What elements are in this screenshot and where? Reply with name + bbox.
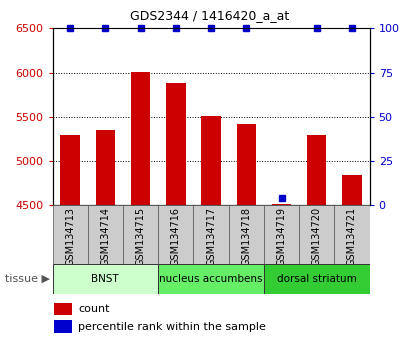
Text: percentile rank within the sample: percentile rank within the sample: [78, 322, 266, 332]
Bar: [299, 205, 334, 264]
Bar: [264, 264, 370, 294]
Bar: [158, 205, 194, 264]
Text: GSM134717: GSM134717: [206, 207, 216, 266]
Text: dorsal striatum: dorsal striatum: [277, 274, 357, 284]
Bar: [52, 205, 88, 264]
Bar: [123, 205, 158, 264]
Text: BNST: BNST: [92, 274, 119, 284]
Bar: [166, 83, 186, 205]
Text: GSM134713: GSM134713: [65, 207, 75, 266]
Bar: [54, 320, 72, 333]
Bar: [307, 136, 326, 205]
Text: GSM134715: GSM134715: [136, 207, 146, 266]
Text: GSM134720: GSM134720: [312, 207, 322, 266]
Bar: [342, 175, 362, 205]
Text: GSM134719: GSM134719: [276, 207, 286, 266]
Bar: [131, 72, 150, 205]
Bar: [88, 205, 123, 264]
Text: GSM134716: GSM134716: [171, 207, 181, 266]
Text: nucleus accumbens: nucleus accumbens: [159, 274, 263, 284]
Bar: [96, 130, 115, 205]
Text: GSM134714: GSM134714: [100, 207, 110, 266]
Text: count: count: [78, 304, 110, 314]
Text: GSM134718: GSM134718: [241, 207, 251, 266]
Bar: [158, 264, 264, 294]
Bar: [60, 135, 80, 205]
Bar: [228, 205, 264, 264]
Bar: [52, 264, 158, 294]
Bar: [194, 205, 228, 264]
Text: tissue ▶: tissue ▶: [5, 274, 50, 284]
Text: GDS2344 / 1416420_a_at: GDS2344 / 1416420_a_at: [130, 9, 290, 22]
Bar: [54, 303, 72, 315]
Bar: [264, 205, 299, 264]
Text: GSM134721: GSM134721: [347, 207, 357, 266]
Bar: [334, 205, 370, 264]
Bar: [236, 124, 256, 205]
Bar: [201, 116, 221, 205]
